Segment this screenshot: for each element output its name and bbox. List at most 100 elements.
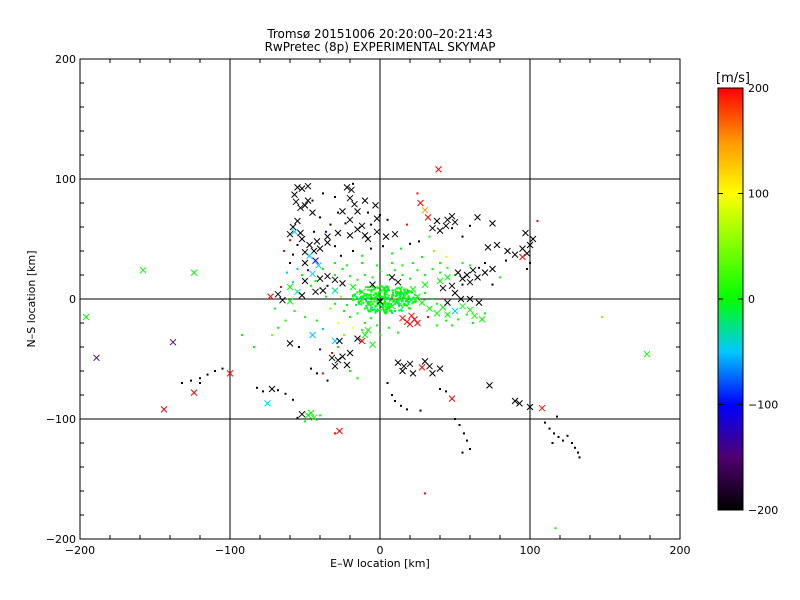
x-marker	[312, 288, 319, 296]
data-point	[256, 386, 258, 389]
cluster-point	[372, 297, 375, 300]
x-marker	[343, 361, 351, 369]
cluster-point	[360, 303, 363, 306]
cluster-point	[406, 304, 409, 307]
x-marker	[93, 354, 100, 362]
x-marker-stroke	[493, 241, 501, 249]
cluster-point	[367, 309, 370, 312]
x-marker-stroke	[316, 275, 324, 282]
data-point	[337, 322, 339, 324]
x-marker-stroke	[474, 274, 481, 281]
x-marker	[309, 270, 316, 278]
cluster-point	[390, 296, 393, 299]
cluster-point	[400, 304, 403, 307]
colorbar-tick-label: 100	[748, 188, 769, 201]
cluster-point	[357, 298, 360, 301]
x-marker-stroke	[421, 206, 429, 214]
x-marker-stroke	[526, 241, 534, 249]
chart-subtitle: RwPretec (8p) EXPERIMENTAL SKYMAP	[265, 40, 496, 54]
x-marker-stroke	[339, 280, 346, 287]
cluster-point	[362, 298, 365, 301]
x-marker	[336, 337, 343, 345]
x-marker-stroke	[466, 306, 474, 314]
cluster-point	[404, 304, 407, 307]
cluster-point	[404, 300, 407, 303]
cluster-point	[366, 306, 369, 309]
data-point	[356, 278, 359, 281]
data-point	[554, 527, 557, 530]
data-point	[310, 284, 312, 287]
x-marker	[448, 395, 456, 402]
x-marker	[339, 280, 346, 287]
x-marker-stroke	[459, 275, 466, 282]
cluster-point	[400, 308, 403, 311]
x-marker-stroke	[334, 356, 342, 364]
x-marker-stroke	[466, 295, 474, 303]
x-marker-stroke	[435, 166, 442, 173]
x-marker	[475, 299, 483, 306]
x-marker-stroke	[160, 406, 168, 413]
x-marker-stroke	[286, 283, 294, 291]
cluster-point	[400, 293, 403, 296]
data-point	[469, 224, 471, 227]
x-marker	[424, 214, 432, 221]
x-marker-stroke	[324, 272, 331, 280]
cluster-point	[376, 310, 379, 313]
data-point	[337, 211, 339, 214]
x-marker-stroke	[439, 284, 447, 292]
x-marker	[336, 427, 343, 435]
data-point	[319, 216, 321, 219]
data-point	[416, 269, 419, 272]
x-marker	[433, 310, 441, 317]
x-marker-stroke	[399, 314, 406, 322]
data-point	[364, 274, 366, 276]
y-tick-label: 0	[69, 293, 76, 306]
x-marker-stroke	[324, 233, 331, 240]
x-marker-stroke	[274, 290, 282, 298]
x-marker-stroke	[463, 271, 471, 279]
x-marker-stroke	[511, 397, 519, 405]
x-marker-stroke	[315, 262, 322, 269]
cluster-point	[383, 297, 386, 300]
data-point	[319, 414, 321, 417]
x-marker	[306, 241, 313, 249]
data-point	[472, 322, 474, 324]
x-marker	[643, 350, 651, 358]
data-point	[424, 292, 426, 294]
cluster-point	[386, 306, 389, 309]
data-point	[557, 436, 560, 438]
data-point	[349, 275, 351, 278]
x-marker	[384, 300, 391, 308]
x-marker-stroke	[372, 202, 379, 209]
data-point	[310, 367, 312, 370]
x-marker-stroke	[286, 340, 294, 347]
x-marker	[444, 311, 451, 318]
x-marker-stroke	[511, 251, 519, 258]
x-marker	[324, 272, 331, 280]
x-marker-stroke	[190, 389, 198, 396]
x-marker	[409, 286, 417, 293]
x-marker-stroke	[309, 209, 316, 216]
data-point	[181, 382, 183, 384]
x-marker-stroke	[486, 382, 493, 389]
x-marker	[529, 235, 537, 243]
cluster-point	[367, 297, 370, 300]
cluster-point	[403, 288, 406, 291]
x-marker-stroke	[399, 367, 406, 375]
x-marker-stroke	[364, 235, 372, 243]
cluster-point	[377, 291, 380, 294]
data-point	[601, 316, 603, 318]
data-point	[451, 324, 453, 327]
data-point	[334, 274, 336, 276]
data-point	[401, 274, 404, 276]
data-point	[454, 418, 456, 420]
data-point	[344, 222, 347, 225]
x-marker-stroke	[361, 197, 369, 204]
data-point	[445, 319, 447, 322]
x-marker-stroke	[93, 354, 100, 362]
x-marker-stroke	[382, 233, 390, 240]
cluster-point	[407, 302, 410, 305]
x-marker-stroke	[406, 360, 414, 368]
cross-markers	[82, 166, 651, 435]
x-marker	[418, 299, 426, 306]
